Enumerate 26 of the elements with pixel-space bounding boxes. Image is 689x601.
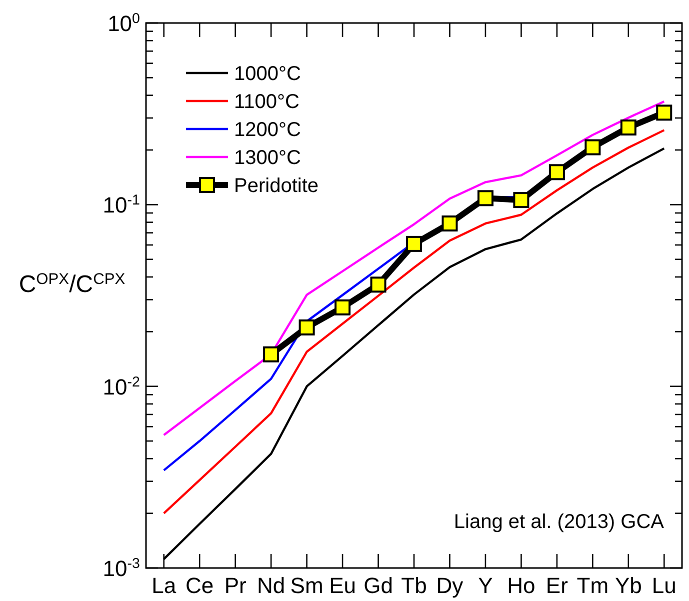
x-tick-label: Er [546,573,568,598]
x-tick-label: Dy [436,573,464,598]
legend-label: 1300°C [234,147,301,169]
legend-label: 1000°C [234,63,301,85]
y-tick-label: 10$^{-2}$ [102,374,140,400]
y-tick-label: 10$^{0}$ [108,11,140,36]
x-tick-label: Tm [576,573,609,598]
x-tick-label: La [152,573,177,598]
y-axis-title: C$^{OPX}$/C$^{CPX}$ [18,270,126,298]
x-tick-label: Tb [401,573,427,598]
x-tick-label: Y [478,573,494,598]
x-tick-label: Yb [614,573,642,598]
y-tick-label: 10$^{-3}$ [102,556,140,581]
annotation: Liang et al. (2013) GCA [454,511,665,533]
x-tick-label: Lu [652,573,676,598]
legend-label: 1200°C [234,119,301,141]
legend-label: 1100°C [234,91,300,113]
x-tick-label: Nd [257,573,286,598]
x-tick-label: Sm [290,573,324,598]
x-tick-label: Eu [329,573,356,598]
x-tick-label: Gd [364,573,393,598]
y-tick-label: 10$^{-1}$ [102,192,140,218]
legend-label: Peridotite [234,175,318,197]
x-tick-label: Ho [507,573,536,598]
x-tick-label: Ce [186,573,214,598]
x-tick-label: Pr [224,573,246,598]
